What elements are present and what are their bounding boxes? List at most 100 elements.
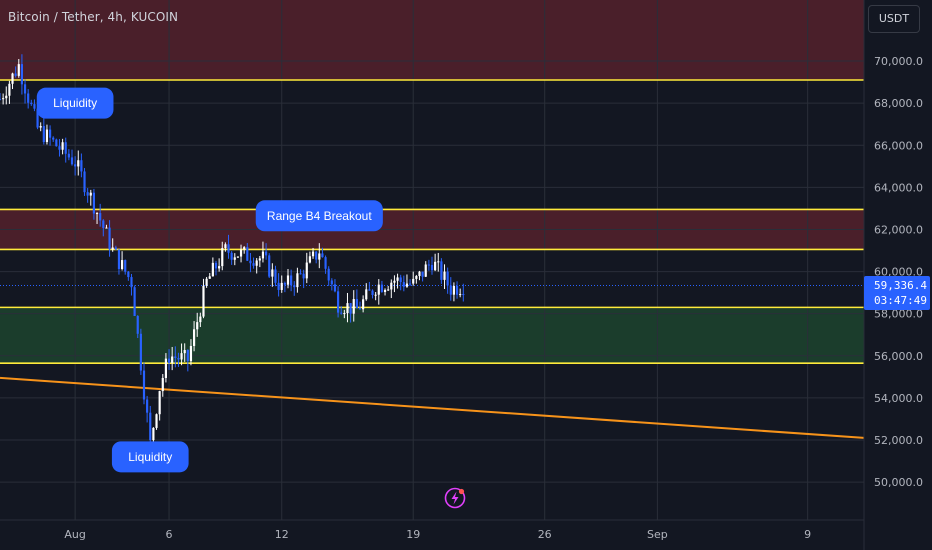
last-price-value: 59,336.4 — [874, 279, 927, 292]
y-tick-label: 56,000.0 — [874, 350, 923, 363]
candle-up — [311, 251, 315, 257]
candle-up — [164, 358, 168, 378]
candle-up — [396, 277, 399, 281]
candle-down — [227, 244, 230, 253]
candle-up — [412, 278, 415, 284]
annotation-text: Liquidity — [128, 450, 172, 464]
annotation-label: Range B4 Breakout — [255, 200, 383, 232]
candle-down — [42, 126, 45, 142]
candle-down — [399, 277, 402, 283]
candle-down — [48, 129, 52, 138]
candle-up — [383, 289, 387, 292]
candle-up — [161, 377, 164, 392]
last-price-tag: 59,336.4 03:47:49 — [864, 276, 930, 310]
resistance-zone-top — [0, 0, 864, 80]
candle-down — [55, 139, 58, 147]
candle-down — [30, 102, 33, 105]
candle-down — [149, 412, 152, 441]
candle-down — [336, 291, 340, 313]
y-tick-label: 54,000.0 — [874, 392, 923, 405]
annotation-label: Liquidity — [111, 441, 189, 473]
candle-up — [158, 391, 161, 415]
candle-down — [80, 160, 83, 172]
candle-down — [70, 157, 74, 165]
lightning-icon[interactable] — [443, 486, 467, 510]
candle-down — [327, 268, 330, 281]
candle-up — [352, 299, 355, 314]
candle-up — [211, 262, 214, 277]
candle-up — [255, 260, 258, 266]
candle-down — [408, 283, 412, 285]
candle-down — [264, 251, 268, 256]
candle-up — [459, 294, 462, 296]
candle-up — [387, 289, 390, 291]
candle-down — [214, 262, 218, 269]
candle-up — [202, 285, 205, 317]
candle-down — [133, 287, 136, 317]
candle-up — [296, 273, 299, 288]
candle-down — [349, 303, 352, 314]
candle-down — [23, 84, 27, 94]
candle-down — [99, 213, 102, 221]
candle-down — [246, 247, 249, 261]
candle-up — [105, 227, 108, 229]
x-tick-label: Sep — [647, 528, 668, 541]
grid-layer — [0, 0, 864, 520]
candle-up — [120, 260, 124, 269]
candle-down — [315, 251, 318, 260]
candle-up — [318, 253, 321, 260]
candle-down — [440, 261, 443, 280]
currency-button[interactable]: USDT — [868, 5, 920, 33]
candle-up — [39, 126, 42, 128]
y-tick-label: 66,000.0 — [874, 139, 923, 152]
candle-down — [299, 273, 302, 275]
candle-down — [402, 282, 405, 287]
candle-up — [183, 350, 186, 354]
level-lines-layer — [0, 79, 864, 364]
candle-down — [102, 220, 105, 228]
candle-up — [390, 282, 393, 290]
annotation-label: Liquidity — [36, 87, 114, 119]
candle-up — [424, 264, 427, 277]
candle-down — [14, 73, 17, 76]
annotation-text: Liquidity — [53, 96, 97, 110]
candle-down — [114, 247, 117, 250]
candle-down — [20, 64, 24, 85]
candle-down — [146, 399, 149, 413]
x-tick-label: 9 — [804, 528, 811, 541]
candle-down — [421, 271, 424, 277]
annotation-text: Range B4 Breakout — [267, 209, 372, 223]
candle-down — [462, 294, 465, 296]
candle-up — [218, 266, 221, 269]
candle-down — [86, 192, 89, 196]
candle-up — [443, 271, 446, 280]
x-tick-label: 12 — [275, 528, 289, 541]
candle-up — [192, 329, 196, 346]
candle-up — [171, 356, 174, 363]
candle-down — [330, 280, 333, 285]
y-tick-label: 62,000.0 — [874, 223, 923, 236]
candle-down — [136, 316, 139, 334]
candle-down — [174, 356, 177, 358]
candle-up — [452, 285, 456, 295]
candle-up — [5, 95, 8, 99]
candle-up — [224, 244, 227, 249]
candle-down — [167, 358, 171, 363]
candle-down — [249, 260, 252, 264]
candle-down — [230, 252, 233, 260]
candle-down — [430, 264, 434, 271]
candles-layer — [0, 54, 465, 450]
candle-up — [61, 142, 64, 150]
candle-down — [92, 192, 96, 214]
candle-up — [180, 353, 183, 360]
candle-down — [277, 282, 280, 290]
candle-up — [346, 303, 349, 314]
candle-up — [405, 283, 409, 287]
candle-up — [239, 249, 243, 257]
candle-down — [302, 273, 305, 279]
candle-up — [155, 414, 158, 428]
price-axis-bg — [864, 0, 932, 550]
candle-up — [261, 251, 265, 259]
